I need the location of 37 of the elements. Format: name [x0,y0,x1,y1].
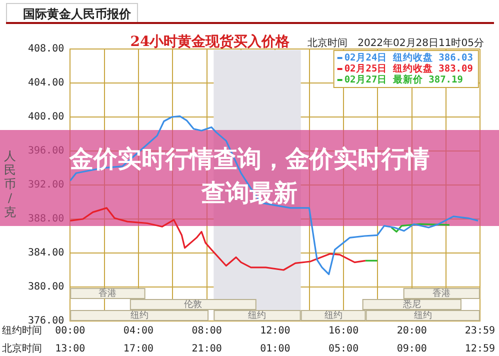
y-tick-label: 380.00 [28,282,64,293]
band-label: 香港 [432,288,451,299]
legend-label: 02月25日 纽约收盘 383.09 [344,62,474,74]
y-tick-label: 404.00 [28,78,64,89]
y-tick-label: 384.00 [28,248,64,259]
x-tick-label: 23:59 [464,326,496,337]
y-axis-title: 人民币/克 [4,149,16,220]
band-label: 伦敦 [184,298,202,310]
text: 21:00 [192,344,222,355]
text: 13:00 [55,344,86,355]
band-label: 纽约 [414,310,432,321]
chart-subtitle: 国际黄金人民币报价 [6,3,138,23]
band-label: 悉尼 [402,298,421,310]
text: 北京时间 [2,342,42,355]
legend-label: 02月24日 纽约收盘 386.03 [344,51,474,64]
text: 17:00 [123,344,154,355]
band-label: 纽约 [324,310,342,321]
x-tick-label: 00:00 [55,326,86,337]
text: 05:00 [328,344,359,355]
band-label: 纽约 [130,310,148,321]
chart-title: 24小时黄金现货买入价格 [130,34,291,50]
x-tick-label: 04:00 [123,326,154,337]
text: 12:59 [464,344,496,355]
band-label: 香港 [98,288,117,299]
x-tick-label: 08:00 [192,326,222,337]
y-tick-label: 408.00 [28,44,64,55]
text: 01:00 [260,344,290,355]
x-tick-label: 16:00 [328,326,359,337]
y-tick-label: 376.00 [28,316,64,327]
annotation: 北京时间 2022年02月28日11时05分 [308,37,484,49]
x-tick-label: 12:00 [260,326,290,337]
band-label: 纽约 [248,310,266,321]
legend-label: 02月27日 最新价 387.19 [344,73,464,86]
text: 09:00 [396,344,427,355]
y-tick-label: 400.00 [28,112,64,123]
x-tick-label: 20:00 [396,326,427,337]
x-axis-title: 纽约时间 [2,324,42,337]
